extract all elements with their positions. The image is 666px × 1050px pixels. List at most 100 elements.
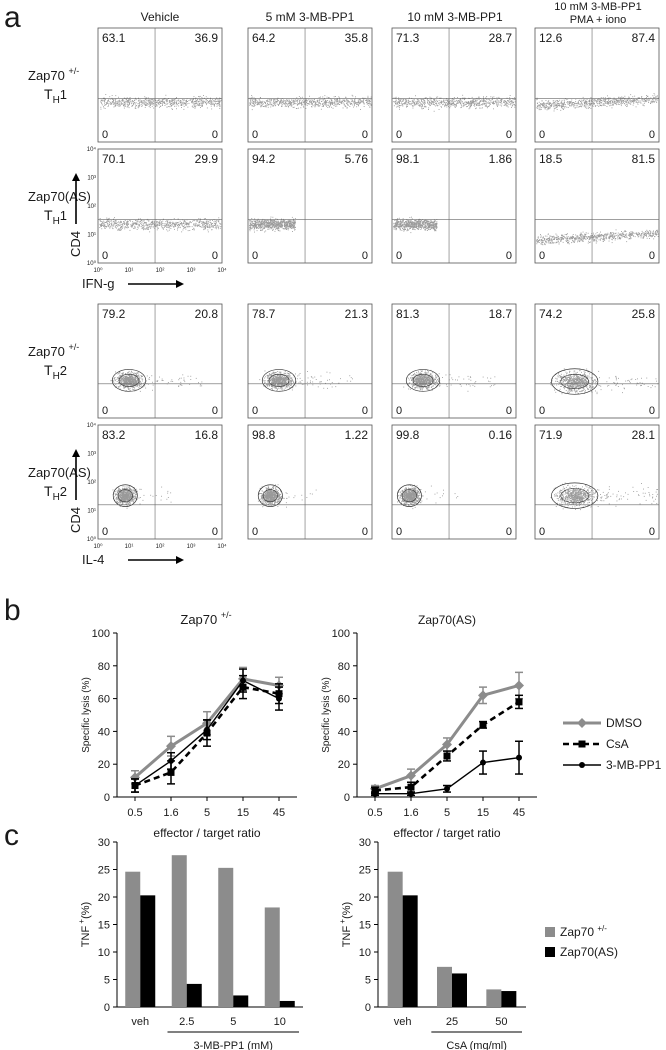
flow-event xyxy=(567,101,569,102)
flow-event xyxy=(397,103,399,105)
flow-event xyxy=(477,104,479,106)
flow-event xyxy=(499,102,501,103)
flow-event xyxy=(139,225,140,227)
flow-event xyxy=(183,228,185,229)
flow-event xyxy=(144,102,146,104)
flow-event xyxy=(154,222,155,224)
flow-event xyxy=(509,100,511,102)
flow-event xyxy=(400,105,402,107)
flow-event xyxy=(261,224,263,226)
flow-event xyxy=(280,220,282,222)
flow-event xyxy=(251,218,253,219)
flow-event xyxy=(166,224,167,225)
flow-event xyxy=(201,104,203,106)
flow-event xyxy=(158,224,160,226)
flow-event xyxy=(211,100,213,102)
flow-event xyxy=(194,224,196,226)
flow-event xyxy=(592,105,594,107)
flow-event xyxy=(148,220,150,222)
flow-event xyxy=(402,227,403,229)
flow-event xyxy=(417,221,419,223)
flow-event xyxy=(123,226,125,228)
flow-event xyxy=(135,222,137,224)
flow-event xyxy=(420,225,422,227)
flow-event xyxy=(401,222,403,224)
flow-event xyxy=(435,225,437,227)
flow-event xyxy=(220,226,222,227)
flow-event xyxy=(299,99,301,101)
flow-event xyxy=(207,101,209,102)
flow-event xyxy=(182,99,183,101)
flow-event xyxy=(587,107,589,109)
flow-event xyxy=(287,227,289,229)
flow-event xyxy=(315,101,317,103)
flow-event xyxy=(273,225,275,227)
flow-event xyxy=(425,229,426,231)
flow-event xyxy=(428,223,430,225)
flow-event xyxy=(539,104,541,106)
flow-event xyxy=(104,108,106,109)
flow-event xyxy=(429,226,431,228)
flow-event xyxy=(203,229,205,231)
flow-event xyxy=(301,96,303,98)
flow-event xyxy=(217,100,219,102)
flow-event xyxy=(164,101,166,103)
flow-event xyxy=(173,103,175,105)
flow-event xyxy=(438,102,439,104)
flow-event xyxy=(216,226,218,228)
flow-event xyxy=(145,105,147,106)
flow-event xyxy=(478,96,480,98)
flow-event xyxy=(340,101,341,103)
flow-event xyxy=(290,220,291,222)
flow-event xyxy=(307,99,309,101)
flow-event xyxy=(590,238,592,240)
flow-event xyxy=(255,224,257,225)
flow-event xyxy=(466,102,468,104)
flow-event xyxy=(108,100,109,102)
flow-event xyxy=(173,223,174,224)
flow-event xyxy=(488,105,489,107)
flow-event xyxy=(474,98,476,100)
flow-event xyxy=(292,225,294,227)
flow-event xyxy=(563,109,564,110)
flow-event xyxy=(115,221,117,223)
flow-event xyxy=(109,223,111,225)
flow-event xyxy=(605,237,607,239)
flow-event xyxy=(646,97,647,99)
flow-event xyxy=(101,99,103,101)
flow-event xyxy=(277,98,278,100)
flow-event xyxy=(204,102,206,104)
flow-event xyxy=(449,101,450,102)
flow-event xyxy=(211,226,212,228)
flow-event xyxy=(151,222,153,224)
flow-event xyxy=(143,222,145,224)
flow-event xyxy=(150,224,152,226)
flow-event xyxy=(623,103,625,104)
flow-event xyxy=(166,100,168,102)
flow-event xyxy=(115,222,117,224)
flow-event xyxy=(427,221,429,223)
flow-event xyxy=(599,100,601,102)
flow-event xyxy=(588,100,590,102)
flow-event xyxy=(199,220,201,222)
flow-event xyxy=(263,227,265,229)
flow-event xyxy=(146,224,148,226)
flow-event xyxy=(263,106,265,107)
flow-event xyxy=(467,103,469,105)
flow-event xyxy=(414,224,416,226)
flow-event xyxy=(470,105,472,107)
flow-event xyxy=(207,226,209,228)
flow-event xyxy=(294,102,296,104)
flow-event xyxy=(421,227,422,229)
flow-event xyxy=(136,224,138,226)
flow-event xyxy=(470,103,472,105)
flow-event xyxy=(106,224,108,226)
flow-event xyxy=(616,102,618,104)
flow-event xyxy=(474,100,476,102)
flow-event xyxy=(178,99,180,101)
flow-event xyxy=(131,225,133,227)
flow-event xyxy=(285,104,287,106)
flow-event xyxy=(144,96,146,98)
flow-event xyxy=(169,225,171,226)
flow-event xyxy=(633,101,634,103)
